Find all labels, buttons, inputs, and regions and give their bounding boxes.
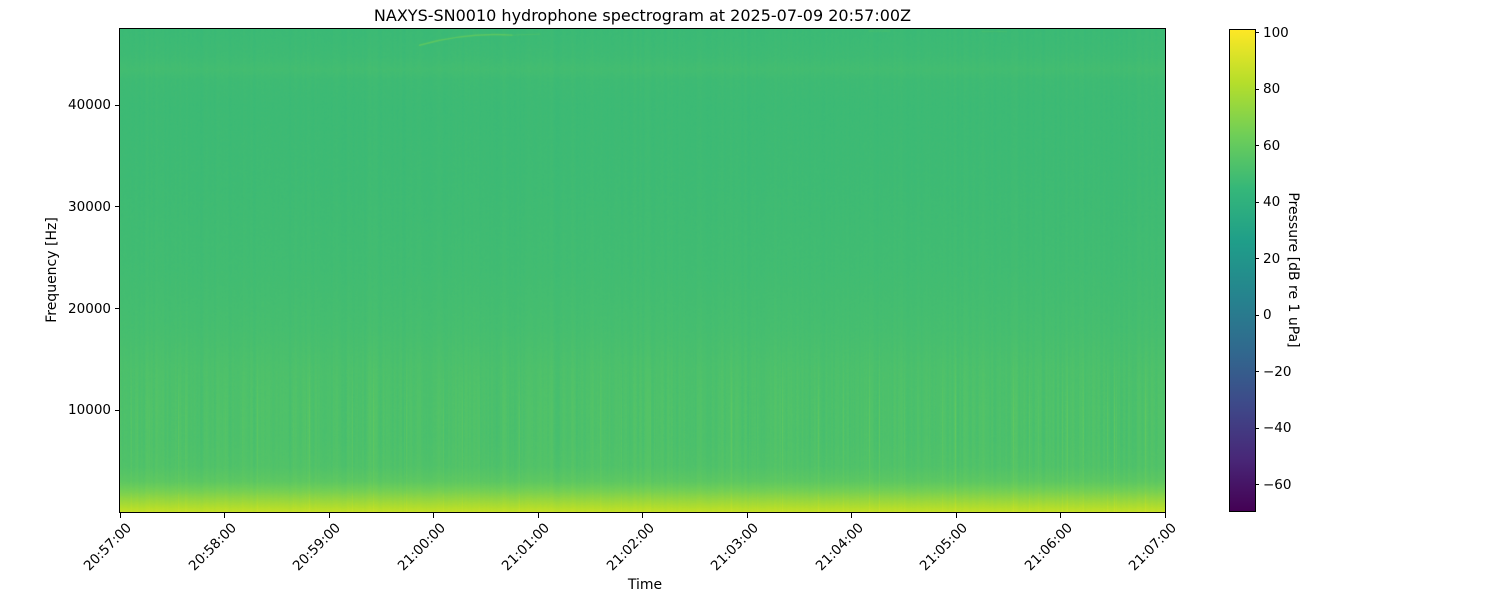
chart-title: NAXYS-SN0010 hydrophone spectrogram at 2… <box>373 6 912 25</box>
colorbar-tickmark <box>1255 88 1259 90</box>
colorbar-tick-label: 20 <box>1263 250 1281 267</box>
colorbar-tickmark <box>1255 427 1259 429</box>
x-tick-label: 21:05:00 <box>917 520 972 575</box>
x-tickmark <box>642 513 643 518</box>
y-tick-label: 20000 <box>68 300 111 317</box>
x-tickmark <box>537 513 539 518</box>
y-tickmark <box>115 206 120 208</box>
x-tick-label: 21:04:00 <box>812 520 867 575</box>
colorbar <box>1229 29 1256 512</box>
colorbar-tick-label: 0 <box>1263 307 1272 324</box>
x-tickmark <box>851 513 852 518</box>
x-tickmark <box>224 513 225 518</box>
x-axis-label: Time <box>627 577 663 593</box>
colorbar-tick-label: −40 <box>1263 420 1292 437</box>
y-tick-label: 40000 <box>68 97 111 114</box>
colorbar-tickmark <box>1255 258 1259 260</box>
colorbar-tickmark <box>1255 371 1259 373</box>
x-tick-label: 21:03:00 <box>708 520 763 575</box>
x-tick-label: 21:00:00 <box>394 520 449 575</box>
colorbar-tick-label: −20 <box>1263 363 1292 380</box>
x-tick-label: 21:01:00 <box>499 520 554 575</box>
plot-area <box>119 28 1166 513</box>
x-tick-label: 21:06:00 <box>1021 520 1076 575</box>
colorbar-tickmark <box>1255 314 1259 316</box>
colorbar-label: Pressure [dB re 1 uPa] <box>1285 192 1301 348</box>
spectrogram-canvas <box>120 29 1165 512</box>
x-tickmark <box>955 513 957 518</box>
y-tickmark <box>115 104 120 106</box>
x-tickmark <box>1060 513 1061 518</box>
x-tickmark <box>119 513 121 518</box>
x-tickmark <box>1164 513 1166 518</box>
colorbar-tick-label: 40 <box>1263 194 1281 211</box>
x-tickmark <box>433 513 434 518</box>
x-tickmark <box>746 513 748 518</box>
y-tick-label: 30000 <box>68 198 111 215</box>
x-tickmark <box>328 513 330 518</box>
colorbar-tickmark <box>1255 32 1259 34</box>
x-tick-label: 20:59:00 <box>290 520 345 575</box>
x-tick-label: 21:02:00 <box>603 520 658 575</box>
colorbar-tick-label: −60 <box>1263 476 1292 493</box>
colorbar-tickmark <box>1255 145 1259 147</box>
colorbar-tickmark <box>1255 484 1259 486</box>
x-tick-label: 20:58:00 <box>185 520 240 575</box>
y-tick-label: 10000 <box>68 402 111 419</box>
colorbar-tickmark <box>1255 201 1259 203</box>
colorbar-tick-label: 100 <box>1263 24 1289 41</box>
y-axis-label: Frequency [Hz] <box>44 217 60 323</box>
colorbar-tick-label: 80 <box>1263 81 1281 98</box>
colorbar-tick-label: 60 <box>1263 137 1281 154</box>
y-tickmark <box>115 409 120 411</box>
y-tickmark <box>115 308 120 310</box>
x-tick-label: 21:07:00 <box>1126 520 1181 575</box>
x-tick-label: 20:57:00 <box>81 520 136 575</box>
